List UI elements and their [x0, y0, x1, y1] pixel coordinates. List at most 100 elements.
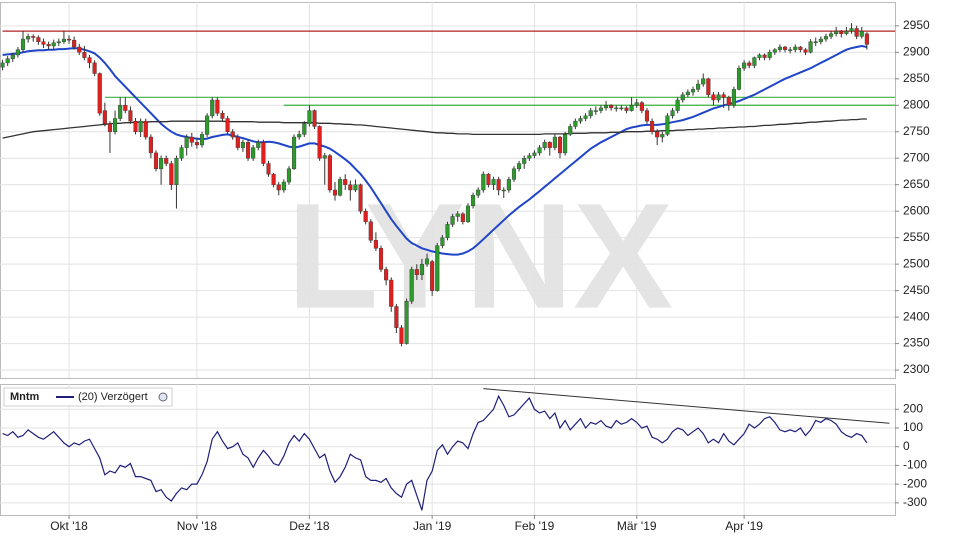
x-tick-label: Okt '18: [50, 519, 88, 533]
y-tick-label: 2800: [903, 97, 930, 111]
candle-body: [823, 36, 828, 40]
candle-body: [189, 136, 194, 143]
candle-body: [133, 120, 138, 132]
x-tick-label: Mär '19: [617, 519, 657, 533]
candle-body: [159, 158, 164, 170]
candle-body: [266, 163, 271, 175]
candle-body: [634, 102, 639, 106]
candle-body: [731, 89, 736, 106]
candle-body: [655, 131, 660, 138]
candle-body: [742, 62, 747, 69]
momentum-frame: [0, 384, 896, 516]
candle-body: [783, 46, 788, 50]
candle-body: [532, 152, 537, 156]
candle-body: [414, 269, 419, 275]
candle-body: [455, 213, 460, 217]
candle-body: [26, 36, 31, 40]
trend-line: [483, 388, 890, 424]
candle-body: [297, 134, 302, 138]
candle-body: [389, 279, 394, 307]
candle-body: [701, 78, 706, 85]
candle-body: [440, 237, 445, 246]
candle-body: [716, 94, 721, 101]
candle-body: [143, 120, 148, 138]
candle-body: [767, 52, 772, 58]
candle-body: [322, 155, 327, 159]
candle-body: [338, 179, 343, 196]
candle-body: [859, 30, 864, 37]
candle-body: [818, 38, 823, 42]
candle-body: [849, 28, 854, 32]
candle-body: [419, 263, 424, 275]
candle-body: [491, 179, 496, 185]
y-tick-label: 2650: [903, 177, 930, 191]
candle-body: [92, 62, 97, 74]
candle-body: [629, 105, 634, 111]
candle-body: [261, 142, 266, 164]
candle-body: [430, 261, 435, 291]
candle-body: [276, 184, 281, 191]
legend-box: [3, 387, 173, 407]
candle-body: [72, 39, 77, 48]
candle-body: [854, 28, 859, 37]
y-tick-label: 2400: [903, 309, 930, 323]
candle-body: [471, 195, 476, 207]
x-tick-label: Apr '19: [725, 519, 763, 533]
y-tick-label: 2450: [903, 283, 930, 297]
candle-body: [281, 181, 286, 191]
candle-body: [578, 118, 583, 122]
moving-average: [2, 44, 868, 256]
candle-body: [747, 62, 752, 66]
candle-body: [644, 110, 649, 122]
candle-body: [690, 89, 696, 93]
candle-body: [327, 155, 332, 191]
candle-body: [194, 142, 199, 146]
candle-body: [97, 73, 102, 114]
candle-body: [251, 147, 256, 159]
candle-body: [517, 163, 522, 170]
candle-body: [614, 107, 619, 110]
candle-body: [803, 49, 808, 53]
candle-body: [593, 110, 598, 112]
candle-body: [757, 54, 762, 58]
candle-body: [675, 99, 680, 111]
candle-body: [399, 327, 404, 344]
candle-body: [506, 179, 511, 191]
candle-body: [199, 134, 205, 146]
candle-body: [184, 136, 189, 148]
candle-body: [609, 105, 614, 109]
candle-body: [496, 179, 501, 191]
candle-body: [680, 94, 685, 101]
candle-body: [481, 173, 486, 191]
candle-body: [353, 184, 358, 191]
candle-body: [788, 49, 793, 51]
candle-body: [486, 173, 491, 185]
candle-body: [378, 248, 384, 270]
candle-body: [527, 155, 532, 159]
candle-body: [547, 142, 552, 148]
candle-body: [435, 245, 440, 291]
candle-body: [82, 52, 87, 58]
x-tick-label: Jan '19: [413, 519, 452, 533]
candle-body: [777, 46, 782, 50]
candle-body: [573, 120, 578, 127]
y-tick-label: 2950: [903, 18, 930, 32]
candle-body: [107, 123, 112, 132]
candle-body: [604, 105, 609, 109]
candle-body: [394, 306, 399, 328]
candle-body: [118, 105, 123, 119]
candle-body: [36, 37, 41, 42]
candle-body: [179, 147, 184, 159]
candle-body: [210, 99, 215, 117]
candle-body: [864, 33, 869, 45]
candle-body: [696, 83, 701, 90]
candle-body: [363, 210, 368, 222]
candle-body: [829, 33, 834, 37]
candle-body: [205, 115, 210, 135]
candle-body: [460, 213, 465, 222]
candle-body: [736, 67, 742, 90]
candle-body: [215, 99, 220, 114]
candle-body: [665, 115, 670, 135]
candle-body: [639, 102, 644, 111]
legend-icon: [158, 392, 168, 402]
